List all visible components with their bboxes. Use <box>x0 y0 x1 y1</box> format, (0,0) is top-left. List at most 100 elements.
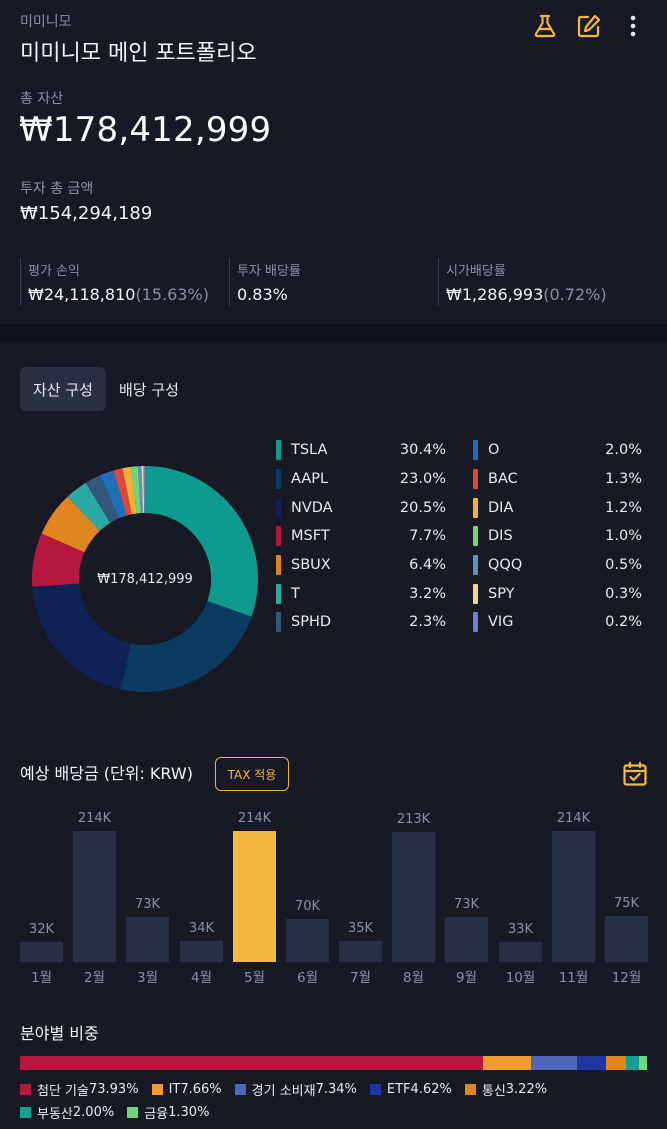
calendar-icon[interactable] <box>622 761 648 787</box>
sector-segment <box>626 1056 639 1070</box>
sector-percent: 7.34% <box>315 1082 357 1097</box>
bar-month-7[interactable] <box>339 941 382 962</box>
bar-value-label: 213K <box>396 812 431 827</box>
tab-dividend-composition[interactable]: 배당 구성 <box>118 380 179 399</box>
donut-chart <box>32 466 258 692</box>
bar-month-9[interactable] <box>445 917 488 962</box>
donut-hole <box>79 513 211 645</box>
tab-asset-composition[interactable]: 자산 구성 <box>20 367 106 411</box>
donut-slice-dia[interactable] <box>122 466 137 515</box>
legend-ticker: BAC <box>488 471 518 488</box>
stat-market-yield: 시가배당률 ₩1,286,993(0.72%) <box>438 258 647 306</box>
bar-value-label: 75K <box>613 896 640 911</box>
stats-row: 평가 손익 ₩24,118,810(15.63%) 투자 배당률 0.83% 시… <box>20 258 647 306</box>
stat-label: 투자 배당률 <box>237 264 301 279</box>
legend-swatch <box>276 583 281 604</box>
legend-item-tsla: TSLA 30.4% <box>276 436 446 465</box>
legend-item-vig: VIG 0.2% <box>473 608 642 637</box>
donut-slice-bac[interactable] <box>113 468 132 516</box>
bar-value-label: 214K <box>556 811 591 826</box>
donut-slice-sphd[interactable] <box>85 475 119 523</box>
donut-slice-msft[interactable] <box>32 533 85 587</box>
month-label: 3월 <box>136 970 158 986</box>
stat-value: ₩24,118,810(15.63%) <box>28 285 209 304</box>
legend-swatch <box>473 583 478 604</box>
sector-segment <box>606 1056 627 1070</box>
bar-month-4[interactable] <box>180 941 223 962</box>
legend-swatch <box>276 469 281 490</box>
donut-slice-o[interactable] <box>100 470 127 519</box>
donut-slice-tsla[interactable] <box>145 466 258 617</box>
donut-slice-aapl[interactable] <box>121 600 252 692</box>
donut-slice-sbux[interactable] <box>41 496 100 553</box>
sector-name: 경기 소비재 <box>251 1084 316 1099</box>
legend-item-msft: MSFT 7.7% <box>276 522 446 551</box>
section-divider <box>0 324 667 343</box>
tax-apply-button[interactable]: TAX 적용 <box>215 757 289 791</box>
bar-month-12[interactable] <box>605 916 648 962</box>
sector-segment <box>531 1056 578 1070</box>
bar-month-3[interactable] <box>126 917 169 962</box>
donut-slice-spy[interactable] <box>141 466 145 514</box>
bar-month-1[interactable] <box>20 942 63 962</box>
legend-ticker: SPHD <box>291 614 332 631</box>
month-label: 1월 <box>30 970 52 986</box>
bar-value-label: 73K <box>453 897 480 912</box>
app-name: 미미니모 <box>20 14 72 30</box>
bar-value-label: 35K <box>347 921 374 936</box>
legend-percent: 6.4% <box>409 557 446 574</box>
stat-label: 시가배당률 <box>446 264 506 279</box>
legend-ticker: QQQ <box>488 557 523 574</box>
donut-slice-qqq[interactable] <box>137 466 143 514</box>
sector-title: 분야별 비중 <box>20 1024 99 1043</box>
flask-icon[interactable] <box>531 12 559 40</box>
sector-name: 금융 <box>144 1107 169 1122</box>
legend-percent: 30.4% <box>399 442 446 459</box>
legend-percent: 1.0% <box>605 528 642 545</box>
legend-item-dis: DIS 1.0% <box>473 522 642 551</box>
bar-month-11[interactable] <box>552 831 595 962</box>
legend-swatch <box>276 612 281 633</box>
donut-center-value: ₩178,412,999 <box>97 571 193 587</box>
legend-item-sbux: SBUX 6.4% <box>276 551 446 580</box>
bar-month-5[interactable] <box>233 831 276 962</box>
summary-section <box>0 0 667 324</box>
sector-stacked-bar <box>20 1056 647 1070</box>
monthly-dividend-chart: 32K 1월 214K 2월 73K 3월 34K 4월 214K 5월 70K 6월 35K 7월 213… <box>0 800 667 990</box>
legend-percent: 2.3% <box>409 614 446 631</box>
legend-item-nvda: NVDA 20.5% <box>276 493 446 522</box>
bar-month-10[interactable] <box>499 942 542 962</box>
legend-swatch <box>473 555 478 576</box>
legend-percent: 0.2% <box>605 614 642 631</box>
bar-value-label: 70K <box>294 899 321 914</box>
legend-item-sphd: SPHD 2.3% <box>276 608 446 637</box>
legend-item-qqq: QQQ 0.5% <box>473 551 642 580</box>
legend-item-t: T 3.2% <box>276 579 446 608</box>
sector-segment <box>20 1056 484 1070</box>
stat-value: 0.83% <box>237 285 288 304</box>
donut-slice-vig[interactable] <box>143 466 145 514</box>
sector-swatch <box>20 1084 31 1095</box>
more-vertical-icon[interactable] <box>619 12 647 40</box>
bar-month-6[interactable] <box>286 919 329 962</box>
invested-value: ₩154,294,189 <box>20 203 153 224</box>
legend-ticker: T <box>291 585 300 602</box>
edit-icon[interactable] <box>575 12 603 40</box>
legend-percent: 0.5% <box>605 557 642 574</box>
stat-value: ₩1,286,993(0.72%) <box>446 285 607 304</box>
legend-swatch <box>276 497 281 518</box>
month-label: 12월 <box>611 970 642 986</box>
donut-slice-nvda[interactable] <box>32 583 132 690</box>
stat-unrealized-pnl: 평가 손익 ₩24,118,810(15.63%) <box>20 258 229 306</box>
bar-month-8[interactable] <box>392 832 435 962</box>
donut-slice-dis[interactable] <box>130 466 141 514</box>
sector-percent: 7.66% <box>180 1082 222 1097</box>
sector-legend-item: 통신 3.22% <box>464 1078 547 1101</box>
sector-name: 첨단 기술 <box>37 1084 89 1099</box>
sector-legend-item: 금융 1.30% <box>127 1101 209 1124</box>
bar-month-2[interactable] <box>73 831 116 962</box>
donut-slice-t[interactable] <box>67 482 111 531</box>
sector-legend-item: 부동산 2.00% <box>20 1101 114 1124</box>
sector-swatch <box>151 1084 163 1095</box>
legend-percent: 20.5% <box>399 499 446 516</box>
